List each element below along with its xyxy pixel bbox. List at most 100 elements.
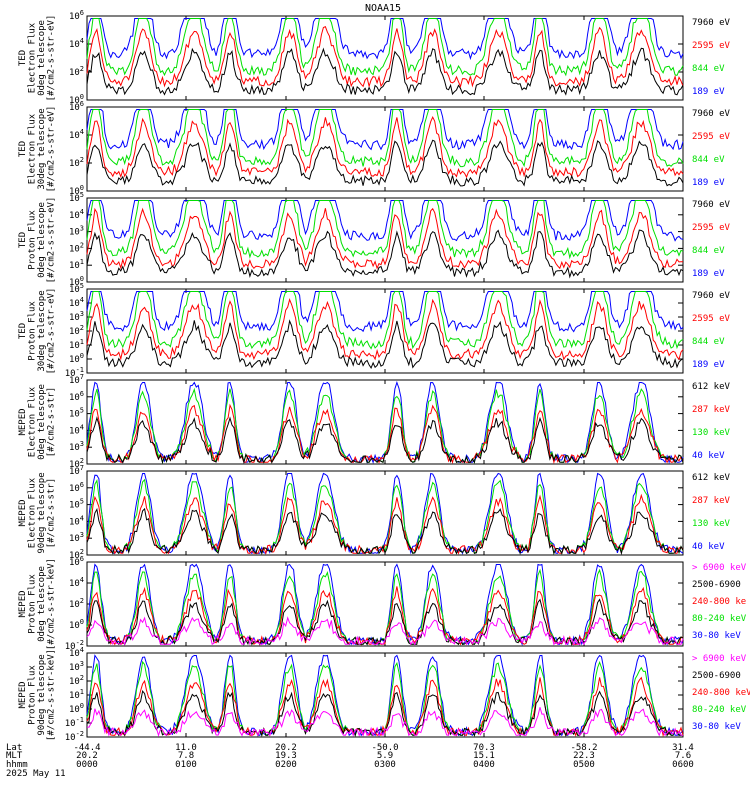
legend-entry: 2595 eV <box>692 223 731 233</box>
series-line-red <box>86 493 684 555</box>
footer-tick-mlt: 19.3 <box>275 751 297 761</box>
series-line-green <box>86 200 684 260</box>
legend-entry: 2595 eV <box>692 132 731 142</box>
y-axis-label-line: 90deg telescope <box>37 472 47 553</box>
y-axis-label: TEDElectron Flux30deg telescope[#/cm2-s-… <box>18 106 57 193</box>
footer-tick-lat: -50.0 <box>371 743 398 753</box>
y-tick-label: 104 <box>69 514 84 527</box>
y-tick-label: 10-2 <box>65 730 84 743</box>
panel-frame <box>86 652 684 738</box>
y-tick-label: 100 <box>69 352 84 365</box>
y-tick-label: 103 <box>69 310 84 323</box>
y-axis-label: TEDProton Flux0deg telescope[#/cm2-s-str… <box>18 197 57 284</box>
footer-tick-time: 0500 <box>573 760 595 770</box>
legend-entry: 189 eV <box>692 178 725 188</box>
y-tick-label: 106 <box>69 390 84 403</box>
legend-entry: 30-80 keV <box>692 631 741 641</box>
series-line-blue <box>86 291 684 333</box>
y-axis-label: TEDProton Flux30deg telescope[#/cm2-s-st… <box>18 288 57 375</box>
legend-entry: 2595 eV <box>692 314 731 324</box>
y-tick-label: 104 <box>69 576 84 589</box>
footer-row-label: 2025 May 11 <box>6 769 66 779</box>
panel-frame <box>86 15 684 101</box>
y-axis-label-line: MEPED <box>18 590 28 617</box>
y-tick-label: 106 <box>69 481 84 494</box>
y-tick-label: 102 <box>69 674 84 687</box>
y-axis-label-line: [#/cm2-s-str-eV] <box>47 197 57 284</box>
legend-entry: 844 eV <box>692 155 725 165</box>
legend-entry: 2500-6900 <box>692 580 741 590</box>
legend-entry: 612 keV <box>692 473 731 483</box>
y-axis-label-line: Proton Flux <box>28 574 38 634</box>
y-tick-label: 105 <box>69 407 84 420</box>
series-line-magenta <box>86 616 684 646</box>
legend-entry: 40 keV <box>692 542 725 552</box>
y-axis-label-line: [#/cm2-s-str-eV] <box>47 106 57 193</box>
series-line-green <box>86 291 684 350</box>
y-axis-label-line: TED <box>18 232 28 248</box>
footer-row-label: hhmm <box>6 760 28 770</box>
series-line-red <box>86 298 684 361</box>
y-tick-label: 104 <box>69 208 84 221</box>
legend-entry: 7960 eV <box>692 109 731 119</box>
series-line-red <box>86 207 684 270</box>
footer-tick-time: 0400 <box>473 760 495 770</box>
y-tick-label: 101 <box>69 338 84 351</box>
y-axis-label-line: 0deg telescope <box>37 566 47 642</box>
series-line-magenta <box>86 707 683 737</box>
y-axis-label-line: Proton Flux <box>28 665 38 725</box>
footer-row-label: MLT <box>6 751 23 761</box>
y-axis-label: MEPEDProton Flux90deg telescope[#/cm2-s-… <box>18 649 57 741</box>
series-line-green <box>86 478 684 556</box>
footer-tick-mlt: 7.6 <box>675 751 691 761</box>
footer-row-label: Lat <box>6 743 22 753</box>
y-axis-label-line: Proton Flux <box>28 210 38 270</box>
series-line-red <box>86 116 684 179</box>
series-line-red <box>86 586 684 646</box>
legend-entry: 844 eV <box>692 64 725 74</box>
series-line-red <box>86 676 684 738</box>
y-axis-label: TEDElectron Flux0deg telescope[#/cm2-s-s… <box>18 15 57 102</box>
legend-entry: 287 keV <box>692 496 731 506</box>
legend-entry: 2500-6900 <box>692 671 741 681</box>
y-tick-label: 104 <box>69 128 84 141</box>
y-axis-label-line: 0deg telescope <box>37 20 47 96</box>
series-line-black <box>86 507 684 556</box>
legend-entry: > 6900 keV <box>692 654 747 664</box>
legend-entry: 30-80 keV <box>692 722 741 732</box>
y-axis-label-line: Electron Flux <box>28 386 38 457</box>
legend-entry: 287 keV <box>692 405 731 415</box>
y-tick-label: 103 <box>69 225 84 238</box>
footer-tick-lat: -44.4 <box>73 743 100 753</box>
footer-tick-lat: 31.4 <box>672 743 694 753</box>
legend-entry: 7960 eV <box>692 291 731 301</box>
footer-tick-mlt: 20.2 <box>76 751 98 761</box>
y-axis-label-line: Electron Flux <box>28 22 38 93</box>
legend-entry: 189 eV <box>692 87 725 97</box>
series-line-green <box>86 387 684 464</box>
y-axis-label-line: [#/cm2-s-str-keV] <box>47 649 57 741</box>
y-axis-label-line: 30deg telescope <box>37 290 47 371</box>
footer-tick-mlt: 5.9 <box>377 751 393 761</box>
legend-entry: 844 eV <box>692 246 725 256</box>
y-tick-label: 102 <box>69 597 84 610</box>
y-axis-label-line: [#/cm2-s-str] <box>47 478 57 548</box>
legend-entry: 189 eV <box>692 269 725 279</box>
y-axis-label-line: TED <box>18 141 28 157</box>
series-line-blue <box>86 200 684 242</box>
y-axis-label-line: TED <box>18 323 28 339</box>
legend-entry: 80-240 keV <box>692 705 747 715</box>
y-axis-label-line: 30deg telescope <box>37 108 47 189</box>
footer-tick-lat: 11.0 <box>175 743 197 753</box>
footer-tick-lat: 70.3 <box>473 743 495 753</box>
legend-entry: 844 eV <box>692 337 725 347</box>
series-line-black <box>86 598 684 646</box>
legend-entry: 130 keV <box>692 428 731 438</box>
